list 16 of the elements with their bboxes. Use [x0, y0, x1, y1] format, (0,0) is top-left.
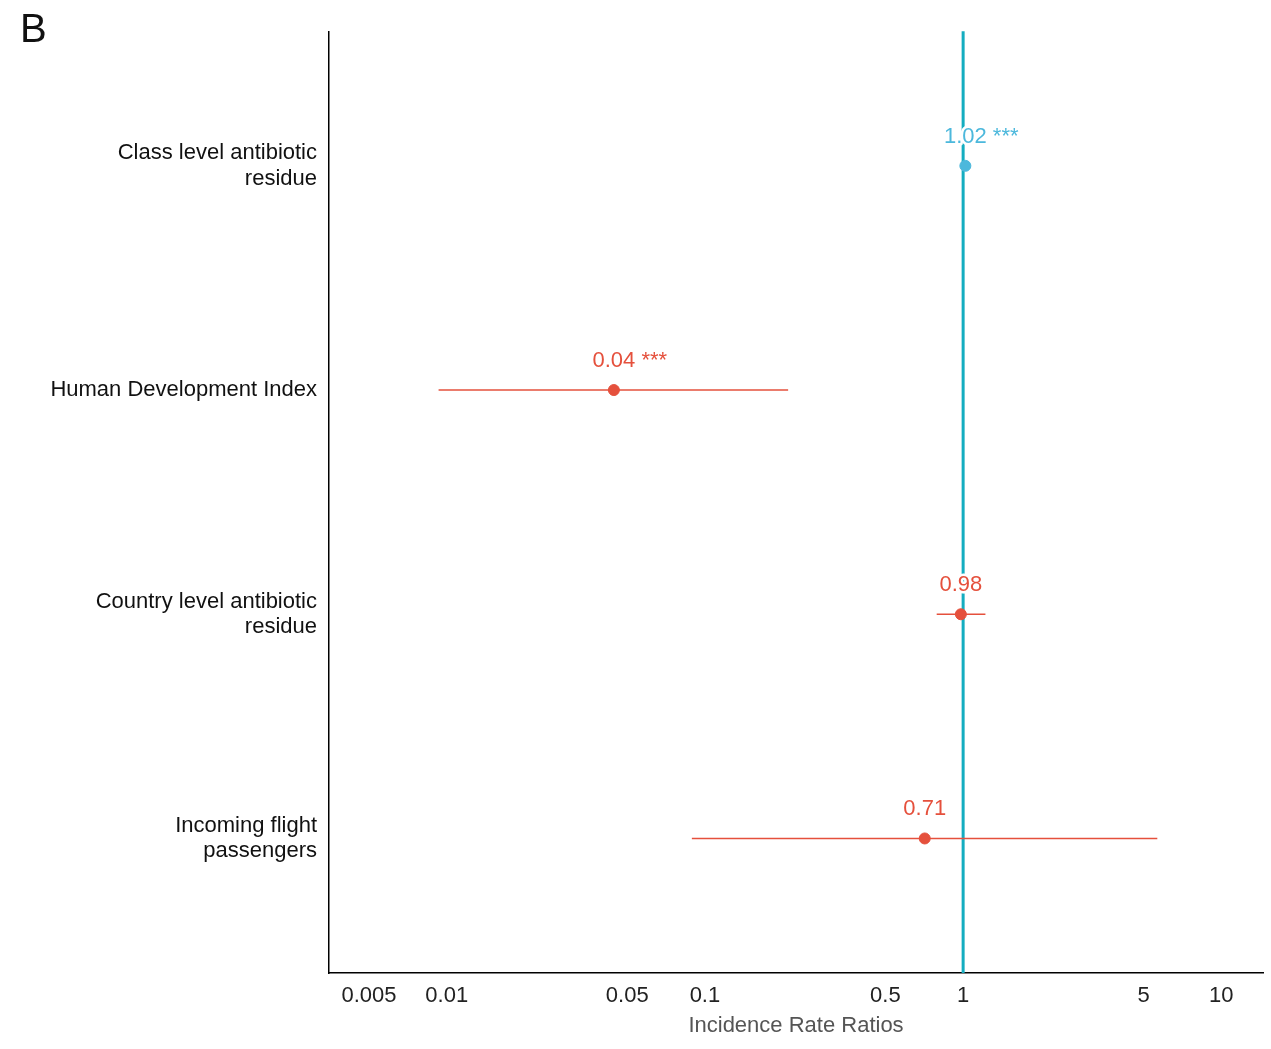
y-tick-label: Class level antibiotic residue: [117, 139, 317, 190]
data-label: 0.71: [903, 795, 947, 821]
text: B: [20, 6, 47, 51]
y-tick-label: Incoming flight passengers: [175, 811, 317, 863]
y-tick-label: Country level antibiotic residue: [95, 587, 317, 638]
x-tick-label: 0.5: [870, 982, 901, 1008]
x-axis-title: Incidence Rate Ratios: [688, 1011, 904, 1037]
x-tick-label: 0.01: [425, 982, 469, 1008]
x-tick-label: 5: [1137, 982, 1150, 1008]
x-tick-label: 0.005: [341, 982, 397, 1008]
y-tick-label: Human Development Index: [50, 376, 317, 402]
data-label: 0.04 ***: [592, 347, 668, 373]
x-tick-label: 1: [957, 982, 970, 1008]
x-tick-label: 10: [1209, 982, 1234, 1008]
x-tick-label: 0.05: [605, 982, 649, 1008]
x-tick-label: 0.1: [689, 982, 721, 1008]
